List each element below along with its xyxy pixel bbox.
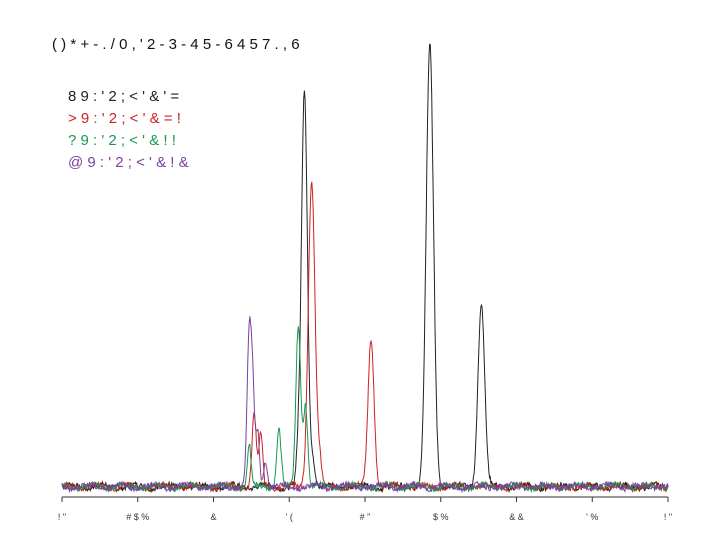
legend-entry-2: > 9 : ' 2 ; < ' & = !: [68, 110, 181, 127]
legend-entry-4: @ 9 : ' 2 ; < ' & ! &: [68, 154, 189, 171]
x-tick-label: ! ": [58, 512, 66, 522]
x-tick-label: ! ": [664, 512, 672, 522]
legend-entry-1: 8 9 : ' 2 ; < ' & ' =: [68, 88, 180, 105]
series-line-2: [61, 181, 669, 494]
x-tick-label: # $ %: [126, 512, 149, 522]
x-tick-label: # ": [360, 512, 371, 522]
x-tick-label: ' %: [586, 512, 598, 522]
series-line-4: [61, 316, 669, 494]
x-tick-label: &: [210, 512, 216, 522]
x-axis-ticks: ! " # $ % & ' ( # " $ % & & ' % ! ": [58, 497, 672, 522]
chart-title: ( ) * + - . / 0 , ' 2 - 3 - 4 5 - 6 4 5 …: [52, 36, 300, 53]
legend-entry-3: ? 9 : ' 2 ; < ' & ! !: [68, 132, 176, 149]
series-lines: [61, 43, 669, 494]
x-tick-label: & &: [509, 512, 524, 522]
x-tick-label: $ %: [433, 512, 449, 522]
legend: 8 9 : ' 2 ; < ' & ' = > 9 : ' 2 ; < ' & …: [68, 86, 189, 174]
x-tick-label: ' (: [286, 512, 293, 522]
series-line-3: [61, 326, 669, 494]
